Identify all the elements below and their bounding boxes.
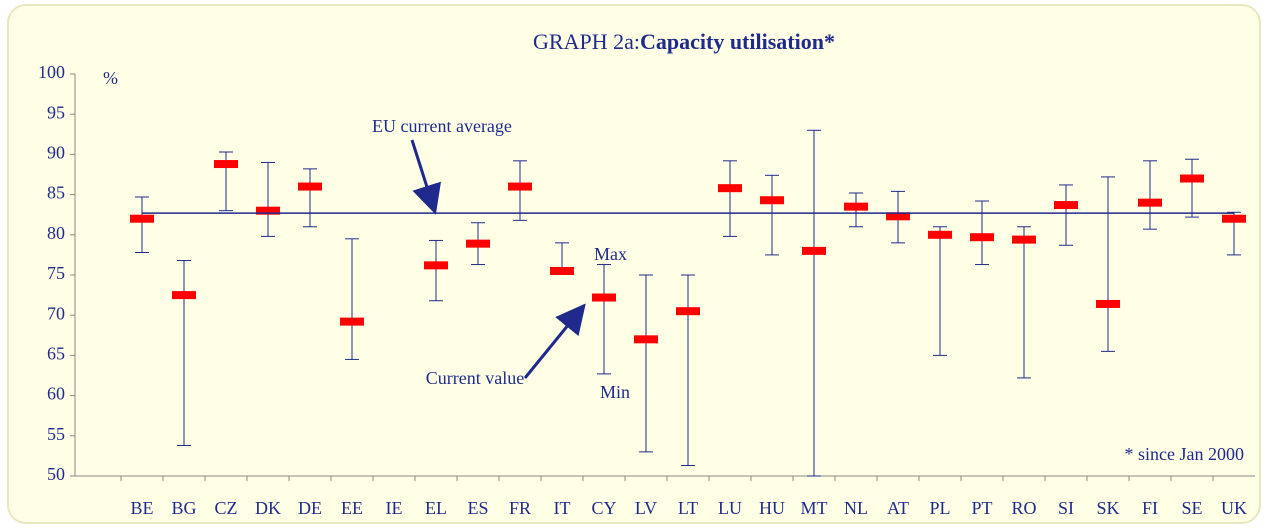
x-tick-label: IT: [554, 498, 571, 518]
current-mark: [1222, 214, 1246, 223]
current-mark: [634, 335, 658, 344]
current-mark: [214, 160, 238, 169]
x-tick-label: PT: [971, 498, 992, 518]
current-mark: [130, 214, 154, 223]
chart-title: GRAPH 2a:: [533, 29, 640, 54]
panel: [7, 4, 1261, 524]
x-tick-label: LT: [678, 498, 698, 518]
y-tick-label: 65: [47, 344, 65, 364]
current-mark: [298, 182, 322, 191]
x-tick-label: FR: [509, 498, 531, 518]
y-tick-label: 90: [47, 143, 65, 163]
chart-title-bold: Capacity utilisation*: [640, 29, 835, 54]
current-mark: [340, 317, 364, 326]
y-tick-label: 95: [47, 102, 65, 122]
x-tick-label: UK: [1221, 498, 1247, 518]
current-mark: [760, 196, 784, 205]
y-tick-label: 70: [47, 303, 65, 323]
current-mark: [508, 182, 532, 191]
annotation-box: Current value: [425, 368, 525, 388]
x-tick-label: EE: [341, 498, 363, 518]
note: * since Jan 2000: [1125, 444, 1244, 464]
x-tick-label: BE: [130, 498, 153, 518]
annotation: EU current average: [372, 116, 512, 136]
current-mark: [718, 184, 742, 193]
x-tick-label: LV: [635, 498, 657, 518]
current-mark: [676, 307, 700, 316]
annotation: Min: [600, 382, 630, 402]
current-mark: [1180, 174, 1204, 183]
current-mark: [1012, 235, 1036, 244]
current-mark: [928, 230, 952, 239]
current-mark: [1096, 299, 1120, 308]
x-tick-label: HU: [759, 498, 785, 518]
x-tick-label: PL: [929, 498, 950, 518]
x-tick-label: MT: [801, 498, 828, 518]
current-mark: [550, 266, 574, 275]
x-tick-label: CZ: [214, 498, 237, 518]
x-tick-label: NL: [844, 498, 868, 518]
x-tick-label: SK: [1096, 498, 1119, 518]
x-tick-label: SE: [1181, 498, 1202, 518]
x-tick-label: ES: [467, 498, 488, 518]
current-mark: [844, 202, 868, 211]
arrow: [523, 303, 586, 379]
current-mark: [802, 246, 826, 255]
annotation: Current value: [425, 368, 525, 388]
x-tick-label: IE: [386, 498, 403, 518]
x-tick-label: SI: [1058, 498, 1074, 518]
current-mark: [466, 239, 490, 248]
current-mark: [1054, 201, 1078, 210]
x-tick-label: LU: [718, 498, 742, 518]
y-tick-label: 60: [47, 384, 65, 404]
current-mark: [256, 206, 280, 215]
y-tick-label: 100: [38, 62, 65, 82]
x-tick-label: DK: [255, 498, 281, 518]
x-tick-label: AT: [887, 498, 909, 518]
x-tick-label: DE: [298, 498, 322, 518]
x-tick-label: FI: [1142, 498, 1158, 518]
current-mark: [172, 291, 196, 300]
current-mark: [970, 233, 994, 242]
x-tick-label: CY: [591, 498, 616, 518]
x-tick-label: BG: [171, 498, 196, 518]
arrow: [410, 139, 442, 215]
y-tick-label: 55: [47, 424, 65, 444]
y-tick-label: 50: [47, 464, 65, 484]
current-mark: [886, 212, 910, 221]
y-tick-label: 80: [47, 223, 65, 243]
current-mark: [1138, 198, 1162, 207]
current-mark: [424, 261, 448, 270]
y-tick-label: 75: [47, 263, 65, 283]
y-tick-label: 85: [47, 183, 65, 203]
current-mark: [592, 293, 616, 302]
y-axis-label: %: [103, 68, 118, 88]
annotation: Max: [594, 244, 627, 264]
x-tick-label: RO: [1011, 498, 1036, 518]
x-tick-label: EL: [425, 498, 447, 518]
